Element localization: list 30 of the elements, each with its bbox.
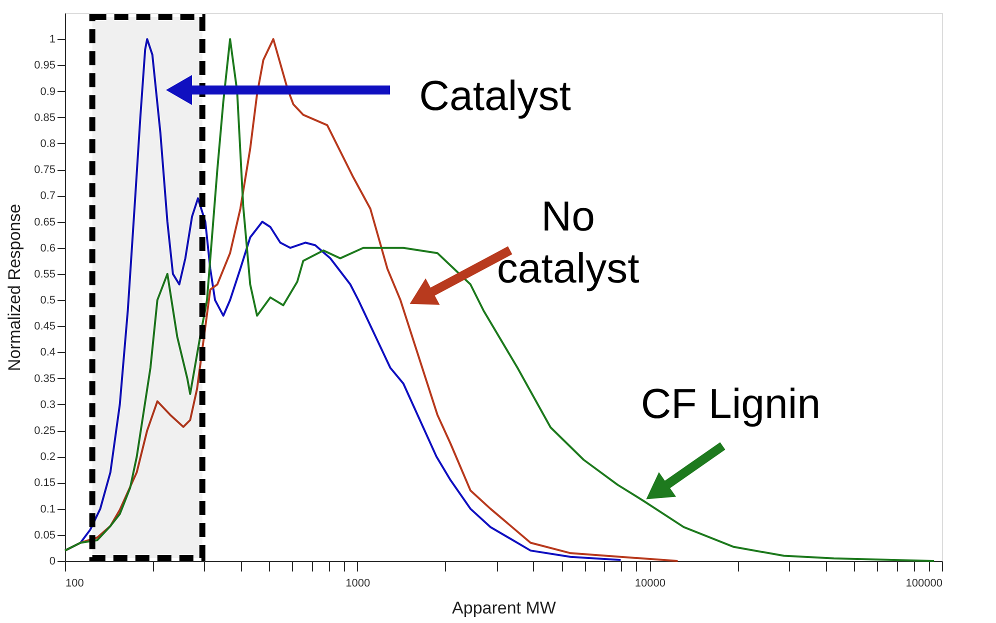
- x-tick-label: 10000: [634, 578, 666, 590]
- y-tick-label: 0.15: [34, 477, 56, 490]
- y-tick-label: 0.55: [34, 268, 56, 280]
- y-tick-label: 0.35: [34, 372, 56, 385]
- annotation: CF Lignin: [640, 380, 821, 427]
- y-tick-label: 0.75: [34, 164, 56, 176]
- x-tick-label: 100: [66, 578, 84, 590]
- y-tick-label: 0.45: [34, 320, 56, 333]
- y-tick-label: 0.4: [40, 346, 56, 359]
- x-tick-label: 1000: [346, 578, 370, 590]
- y-tick-label: 0.9: [40, 86, 56, 98]
- annotation: No catalyst: [496, 192, 640, 292]
- x-tick-label: 100000: [906, 578, 942, 590]
- y-tick-label: 0.05: [34, 529, 56, 542]
- y-tick-label: 0.2: [40, 451, 56, 464]
- y-tick-label: 0.6: [40, 242, 56, 254]
- y-tick-label: 0.7: [40, 190, 56, 202]
- y-tick-label: 0.1: [40, 503, 56, 516]
- annotation: Catalyst: [419, 72, 572, 119]
- y-tick-label: 0.85: [34, 112, 56, 124]
- y-tick-label: 0.25: [34, 425, 56, 438]
- y-tick-label: 0.8: [40, 138, 56, 150]
- y-tick-label: 0.3: [40, 398, 56, 411]
- y-axis-title: Normalized Response: [5, 204, 24, 372]
- y-tick-label: 0.95: [34, 60, 56, 72]
- y-tick-label: 0: [49, 556, 56, 568]
- x-axis-title: Apparent MW: [452, 598, 556, 618]
- y-tick-label: 0.5: [40, 294, 56, 307]
- y-tick-label: 0.65: [34, 216, 56, 228]
- y-tick-label: 1: [49, 34, 56, 46]
